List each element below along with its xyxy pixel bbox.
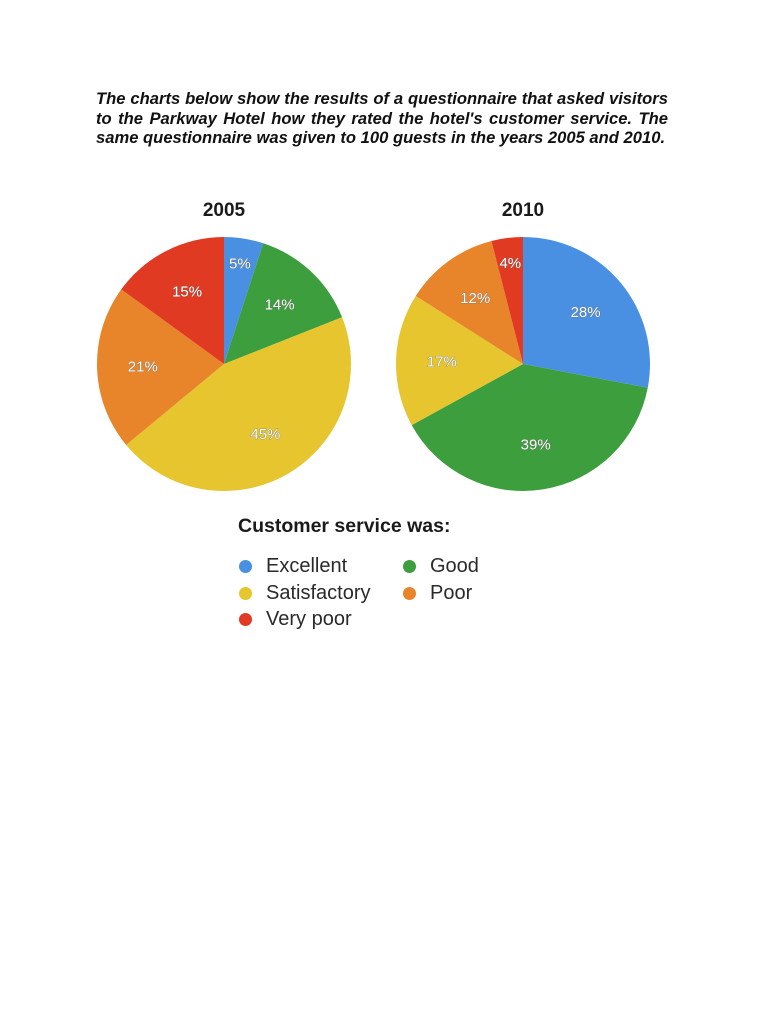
legend-swatch-excellent [239,560,252,573]
pie-label-2005-satisfactory: 45% [250,426,280,443]
pie-label-2010-satisfactory: 17% [427,353,457,370]
pie-slice-2010-excellent [523,237,650,388]
legend-swatch-poor [403,587,416,600]
legend-swatch-good [403,560,416,573]
legend-label-excellent: Excellent [266,555,348,577]
pie-chart-2005: 2005 5% 14% 45% 21% 15% [96,200,351,492]
pie-slice-2005-excellent [224,237,264,364]
legend-item-poor: Poor [403,582,472,605]
pie-slice-2010-poor [415,240,523,364]
pie-label-2005-poor: 21% [128,359,158,376]
pie-slice-2010-good [411,364,648,491]
pie-label-2010-excellent: 28% [571,304,601,321]
legend-label-very-poor: Very poor [266,608,352,630]
pie-label-2010-poor: 12% [460,290,490,307]
intro-text: The charts below show the results of a q… [96,89,668,147]
pie-slice-2005-good [224,243,343,364]
pie-chart-2010: 2010 28% 39% 17% 12% 4% [396,200,650,491]
pie-label-2010-good: 39% [521,436,551,453]
chart-title-2010: 2010 [502,200,544,221]
pie-slice-2005-poor [96,289,224,445]
legend-label-poor: Poor [430,582,473,604]
legend-swatch-very-poor [239,613,252,626]
pie-label-2005-good: 14% [265,297,295,314]
legend-item-satisfactory: Satisfactory [239,582,370,605]
pie-label-2010-very-poor: 4% [499,255,521,272]
pie-slice-2010-satisfactory [396,295,523,426]
legend-label-good: Good [430,555,479,577]
pie-label-2005-very-poor: 15% [172,284,202,301]
pie-slice-2010-very-poor [491,237,523,364]
legend-title: Customer service was: [238,515,451,537]
legend-label-satisfactory: Satisfactory [266,582,371,604]
chart-title-2005: 2005 [203,200,246,221]
legend-swatch-satisfactory [239,587,252,600]
pie-charts: 2005 5% 14% 45% 21% 15% 2010 28% 39% 17% 12% 4% [96,200,650,492]
pie-slice-2005-satisfactory [126,317,351,492]
pie-slice-2005-very-poor [121,237,224,364]
pie-label-2005-excellent: 5% [229,256,251,273]
legend-item-excellent: Excellent [239,555,347,578]
legend-item-very-poor: Very poor [239,608,352,631]
legend-item-good: Good [403,555,479,578]
